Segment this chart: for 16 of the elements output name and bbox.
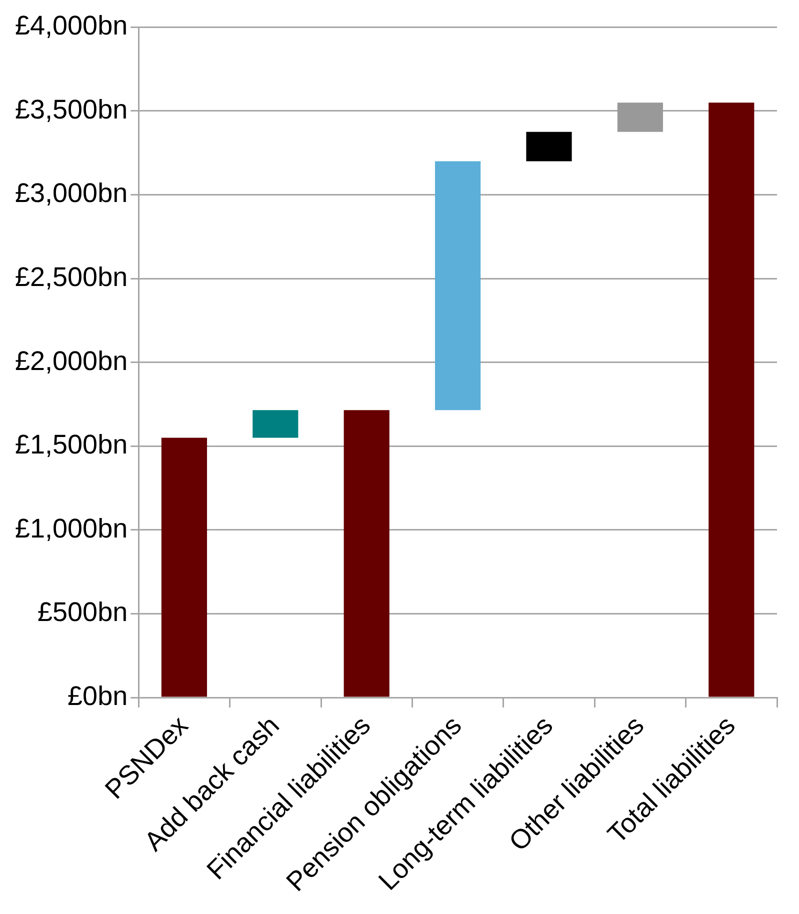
y-tick-label: £1,000bn [14, 513, 128, 544]
y-tick-label: £500bn [38, 597, 128, 628]
bar [252, 410, 298, 438]
bar [708, 102, 754, 697]
y-tick-label: £0bn [68, 680, 128, 711]
bar [161, 438, 208, 697]
y-tick-label: £2,500bn [14, 262, 128, 292]
y-tick-label: £3,000bn [14, 178, 128, 208]
y-tick-label: £1,500bn [14, 430, 128, 460]
y-tick-label: £3,500bn [14, 94, 128, 124]
bar [526, 132, 572, 162]
bar [344, 410, 390, 697]
bar [617, 102, 664, 132]
y-tick-label: £2,000bn [14, 346, 128, 376]
bar [435, 161, 481, 410]
y-tick-label: £4,000bn [14, 10, 128, 41]
